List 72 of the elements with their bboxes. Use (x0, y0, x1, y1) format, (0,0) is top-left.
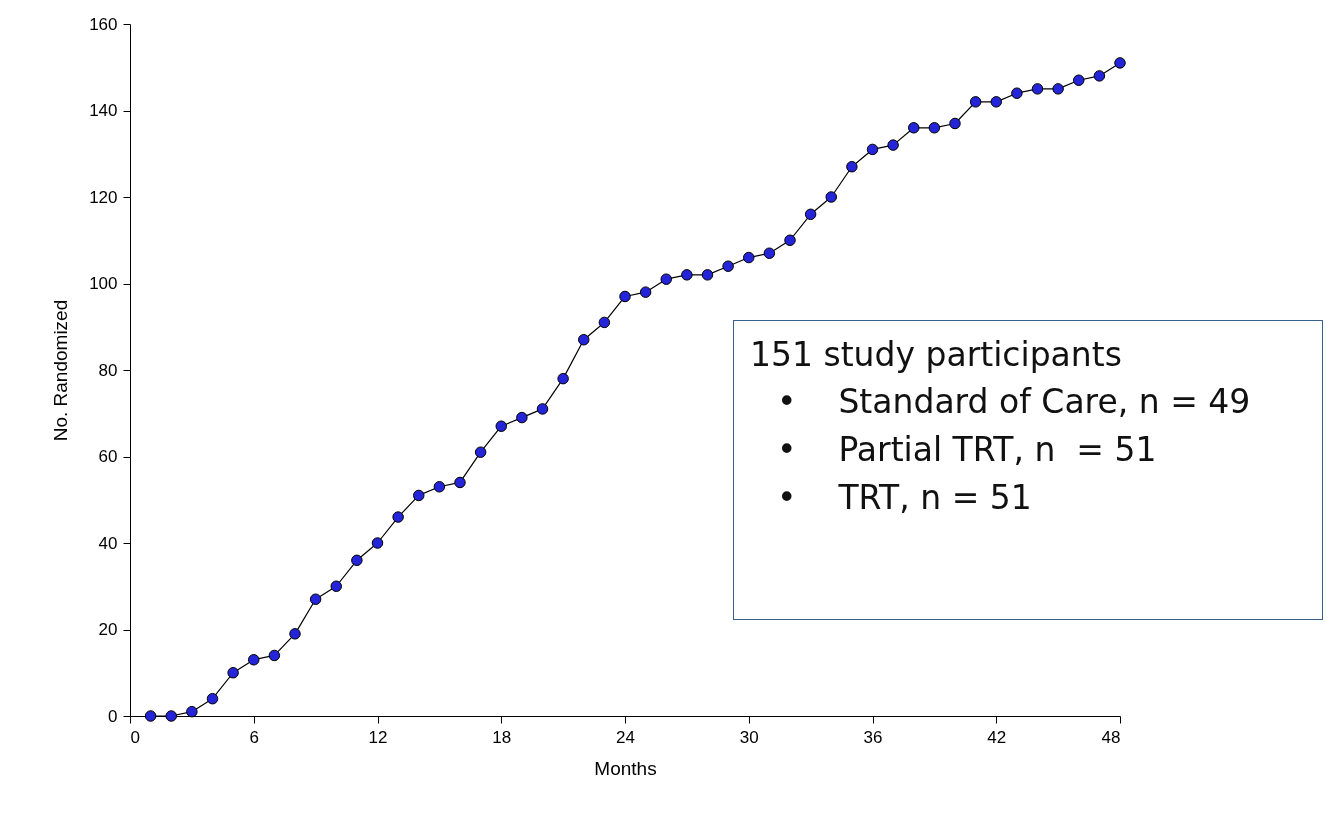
point (413, 489, 425, 502)
x-tick-label: 6 (249, 727, 259, 747)
point (825, 191, 837, 203)
point (557, 372, 569, 385)
annotation: • TRT, n = 51 (777, 477, 1033, 519)
y-tick-label: 140 (89, 101, 118, 120)
x-tick-label: 48 (1101, 727, 1121, 747)
point (598, 316, 611, 329)
point (866, 143, 879, 156)
annotation: 151 study participants (750, 335, 1123, 374)
point (722, 260, 734, 272)
point (743, 251, 755, 264)
point (784, 234, 796, 246)
point (268, 649, 281, 662)
point (248, 654, 260, 666)
point (516, 411, 528, 424)
point (887, 139, 899, 151)
point (495, 420, 507, 432)
point (701, 269, 714, 281)
point (1031, 83, 1044, 95)
point (681, 269, 693, 281)
point (165, 710, 177, 722)
point (144, 710, 157, 722)
point (227, 667, 239, 679)
y-axis-title: No. Randomized (50, 299, 72, 442)
point (804, 208, 817, 221)
x-tick-label: 42 (987, 727, 1007, 747)
point (186, 705, 198, 718)
annotation: • Standard of Care, n = 49 (777, 381, 1252, 423)
point (969, 96, 982, 108)
point (330, 580, 342, 592)
x-tick-label: 0 (130, 727, 140, 747)
point (392, 511, 404, 523)
point (846, 160, 858, 173)
y-tick-label: 100 (89, 274, 118, 293)
point (619, 290, 631, 303)
point (949, 117, 961, 130)
point (1011, 87, 1023, 99)
y-tick-label: 120 (89, 187, 118, 207)
y-tick-label: 160 (89, 14, 118, 34)
point (578, 333, 590, 346)
x-tick-label: 24 (616, 727, 635, 747)
point (454, 476, 466, 489)
point (928, 122, 941, 134)
point (474, 446, 487, 458)
point (1073, 74, 1085, 86)
x-tick-label: 18 (492, 727, 512, 747)
y-tick-label: 80 (98, 360, 118, 380)
point (536, 403, 549, 415)
point (1114, 57, 1126, 69)
point (1052, 83, 1064, 95)
point (763, 247, 776, 259)
y-tick-label: 20 (98, 620, 118, 639)
x-tick-label: 30 (739, 727, 759, 747)
point (660, 273, 672, 285)
point (351, 554, 363, 567)
point (206, 692, 219, 705)
x-tick-label: 12 (368, 727, 388, 747)
y-tick-label: 60 (98, 447, 118, 466)
annotation: • Partial TRT, n = 51 (777, 429, 1158, 471)
point (990, 96, 1002, 108)
point (371, 537, 384, 549)
x-tick-label: 36 (863, 727, 883, 747)
point (1093, 70, 1106, 82)
point (433, 481, 446, 493)
y-tick-label: 0 (108, 706, 118, 726)
point (908, 122, 920, 134)
point (309, 593, 322, 605)
point (289, 628, 301, 640)
point (639, 286, 652, 298)
y-tick-label: 40 (98, 533, 118, 553)
x-axis-title: Months (594, 757, 657, 779)
